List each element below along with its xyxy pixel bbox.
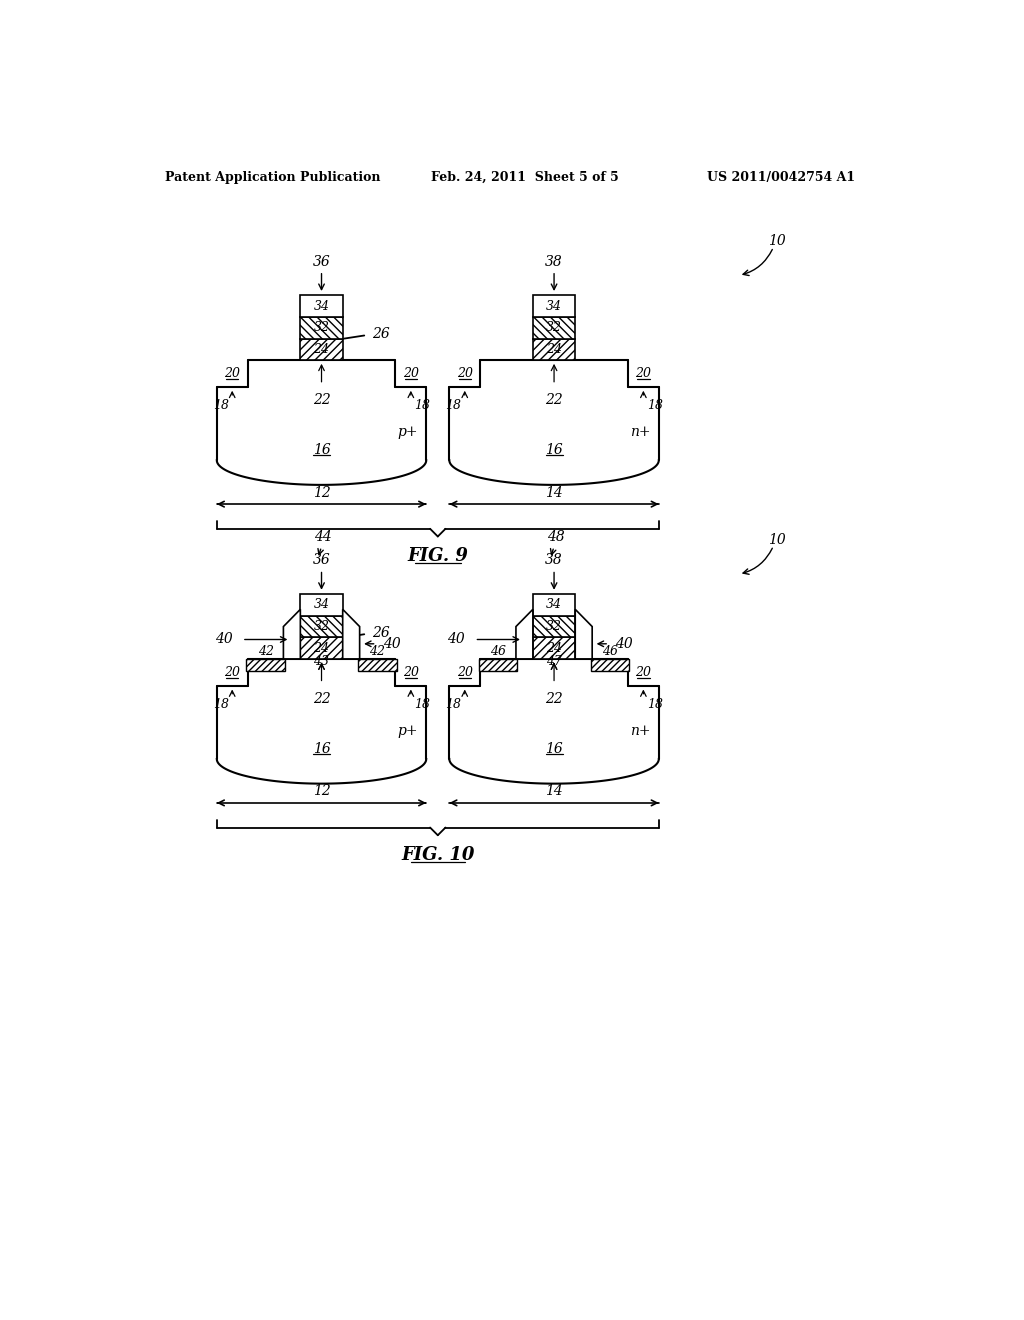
Bar <box>358 659 396 671</box>
Text: 42: 42 <box>370 644 385 657</box>
Text: 14: 14 <box>545 784 563 799</box>
Text: 32: 32 <box>313 321 330 334</box>
Text: 40: 40 <box>383 636 400 651</box>
Text: 22: 22 <box>545 692 563 706</box>
Text: 22: 22 <box>545 393 563 407</box>
Text: 18: 18 <box>213 698 228 711</box>
Bar <box>300 317 343 339</box>
Text: 32: 32 <box>313 620 330 634</box>
Text: 34: 34 <box>313 300 330 313</box>
Text: 20: 20 <box>635 367 651 380</box>
Bar <box>479 659 517 671</box>
Bar <box>300 339 343 360</box>
Text: 18: 18 <box>647 399 663 412</box>
Text: 44: 44 <box>314 531 332 544</box>
Text: 46: 46 <box>602 644 617 657</box>
Bar <box>532 317 575 339</box>
Bar <box>300 638 343 659</box>
Polygon shape <box>284 610 300 659</box>
Text: 38: 38 <box>545 255 563 268</box>
Bar <box>300 594 343 615</box>
Text: 24: 24 <box>546 343 562 356</box>
Text: 26: 26 <box>372 626 390 640</box>
Text: 18: 18 <box>415 698 430 711</box>
Text: 36: 36 <box>312 255 331 268</box>
Text: 40: 40 <box>447 632 465 647</box>
Text: 20: 20 <box>224 665 241 678</box>
Text: 48: 48 <box>547 531 564 544</box>
Text: n+: n+ <box>630 425 650 440</box>
Text: 43: 43 <box>313 655 330 668</box>
Text: 10: 10 <box>768 234 786 248</box>
Text: FIG. 9: FIG. 9 <box>408 548 468 565</box>
Text: 22: 22 <box>312 393 331 407</box>
Text: 18: 18 <box>445 399 461 412</box>
Bar <box>532 594 575 615</box>
Text: 40: 40 <box>215 632 232 647</box>
Text: 16: 16 <box>545 742 563 756</box>
Bar <box>247 659 285 671</box>
Text: 34: 34 <box>546 300 562 313</box>
Text: 20: 20 <box>224 367 241 380</box>
Text: 36: 36 <box>312 553 331 568</box>
Text: 20: 20 <box>457 367 473 380</box>
Bar <box>300 296 343 317</box>
Text: 18: 18 <box>415 399 430 412</box>
Bar <box>300 616 343 638</box>
Text: 26: 26 <box>372 327 390 341</box>
Text: 14: 14 <box>545 486 563 499</box>
Text: 20: 20 <box>635 665 651 678</box>
Text: 18: 18 <box>445 698 461 711</box>
Bar <box>532 339 575 360</box>
Bar <box>532 616 575 638</box>
Text: 22: 22 <box>312 692 331 706</box>
Text: p+: p+ <box>397 725 418 738</box>
Text: 12: 12 <box>312 784 331 799</box>
Text: 10: 10 <box>768 532 786 546</box>
Text: 20: 20 <box>457 665 473 678</box>
Text: FIG. 10: FIG. 10 <box>401 846 474 865</box>
Text: 16: 16 <box>312 444 331 457</box>
Text: 20: 20 <box>402 367 419 380</box>
Text: 32: 32 <box>546 321 562 334</box>
Polygon shape <box>575 610 592 659</box>
Text: 12: 12 <box>312 486 331 499</box>
Bar <box>591 659 629 671</box>
Text: 16: 16 <box>545 444 563 457</box>
Text: 32: 32 <box>546 620 562 634</box>
Text: 18: 18 <box>647 698 663 711</box>
Text: 24: 24 <box>313 642 330 655</box>
Text: 34: 34 <box>546 598 562 611</box>
Text: 24: 24 <box>546 642 562 655</box>
Text: 42: 42 <box>258 644 273 657</box>
Text: 38: 38 <box>545 553 563 568</box>
Text: Feb. 24, 2011  Sheet 5 of 5: Feb. 24, 2011 Sheet 5 of 5 <box>431 172 618 185</box>
Text: 16: 16 <box>312 742 331 756</box>
Text: p+: p+ <box>397 425 418 440</box>
Bar <box>532 296 575 317</box>
Text: US 2011/0042754 A1: US 2011/0042754 A1 <box>708 172 855 185</box>
Bar <box>532 638 575 659</box>
Text: n+: n+ <box>630 725 650 738</box>
Polygon shape <box>343 610 359 659</box>
Text: 24: 24 <box>313 343 330 356</box>
Polygon shape <box>516 610 532 659</box>
Text: 40: 40 <box>615 636 633 651</box>
Text: 46: 46 <box>490 644 506 657</box>
Text: Patent Application Publication: Patent Application Publication <box>165 172 381 185</box>
Text: 18: 18 <box>213 399 228 412</box>
Text: 47: 47 <box>546 655 562 668</box>
Text: 20: 20 <box>402 665 419 678</box>
Text: 34: 34 <box>313 598 330 611</box>
